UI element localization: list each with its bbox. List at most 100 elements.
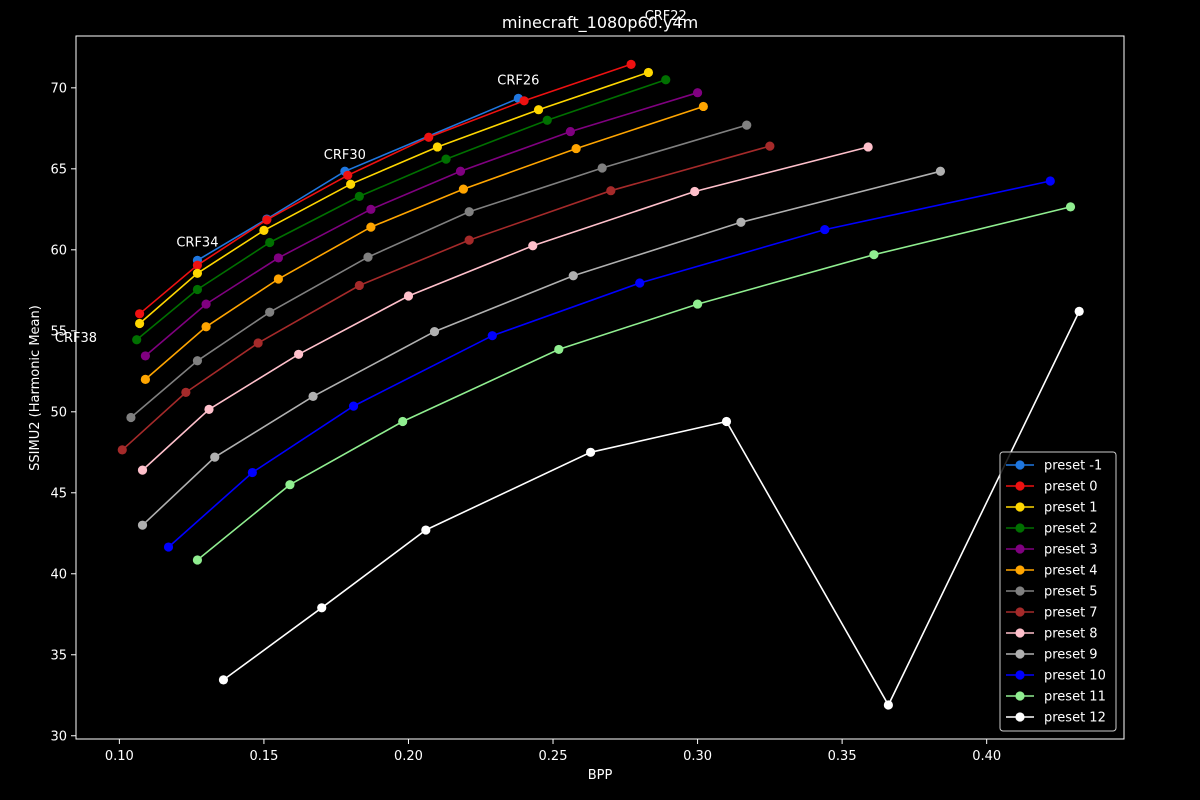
axes-layer: 0.10 0.15 0.20 0.25 0.30 0.35 0.40 30 35 40 45 50 55… (50, 81, 1001, 764)
data-point (343, 170, 353, 180)
data-point (210, 452, 220, 462)
data-point (192, 260, 203, 270)
data-point (765, 141, 775, 151)
y-tick-label: 55 (50, 324, 67, 339)
data-point (317, 603, 327, 613)
data-point (487, 331, 497, 341)
data-point (265, 307, 275, 317)
data-point (742, 120, 752, 130)
series-preset-9 (137, 166, 946, 530)
data-point (346, 179, 356, 189)
legend-marker (1015, 544, 1025, 554)
series-preset-0 (135, 59, 636, 319)
legend-entry: preset 5 (1006, 585, 1098, 600)
legend-entry: preset -1 (1006, 459, 1102, 474)
data-point (568, 271, 578, 281)
data-point (181, 387, 191, 397)
y-tick-label: 60 (50, 243, 67, 258)
legend-label: preset 0 (1044, 480, 1098, 495)
legend-label: preset 9 (1044, 648, 1098, 663)
y-tick-label: 30 (50, 729, 67, 744)
data-point (698, 101, 708, 112)
data-point (201, 322, 211, 332)
data-point (1065, 202, 1076, 212)
data-point (192, 356, 203, 366)
data-point (132, 335, 142, 345)
data-point (294, 349, 304, 359)
data-point (201, 299, 211, 309)
data-point (863, 142, 873, 152)
legend-label: preset 4 (1044, 564, 1098, 579)
x-tick-label: 0.20 (394, 749, 423, 764)
data-point (259, 225, 269, 235)
legend-entry: preset 8 (1006, 627, 1098, 642)
crf-annotation: CRF26 (497, 74, 539, 89)
data-point (366, 222, 376, 232)
data-point (273, 253, 283, 263)
legend-label: preset 3 (1044, 543, 1098, 558)
data-point (424, 132, 434, 142)
legend-label: preset 10 (1044, 669, 1106, 684)
data-point (935, 166, 946, 176)
series-preset-1 (135, 67, 654, 329)
data-point (285, 480, 295, 490)
data-point (308, 391, 318, 402)
data-point (1074, 306, 1084, 316)
y-tick-label: 50 (50, 405, 67, 420)
legend: preset -1 preset 0 preset 1 preset 2 preset … (999, 451, 1117, 732)
series-preset-3 (140, 88, 703, 361)
data-point (204, 404, 214, 414)
data-point (403, 291, 414, 301)
data-point (869, 250, 879, 260)
data-point (542, 115, 552, 125)
data-point (262, 215, 272, 225)
data-point (137, 520, 148, 530)
data-point (464, 235, 474, 245)
data-point (363, 252, 373, 262)
series-preset-2 (132, 75, 671, 345)
data-point (554, 344, 564, 355)
data-point (528, 241, 538, 251)
data-point (192, 284, 203, 295)
data-point (117, 445, 127, 455)
data-point (635, 278, 645, 288)
data-point (692, 299, 703, 309)
chart-title: minecraft_1080p60.y4m (502, 13, 698, 33)
x-tick-label: 0.35 (828, 749, 857, 764)
data-point (135, 309, 145, 319)
data-point (192, 268, 203, 278)
y-tick-label: 70 (50, 81, 67, 96)
legend-marker (1015, 649, 1025, 659)
x-axis-label: BPP (588, 768, 613, 783)
legend-entry: preset 4 (1006, 564, 1098, 579)
legend-label: preset 12 (1044, 711, 1106, 726)
legend-label: preset 5 (1044, 585, 1098, 600)
data-point (692, 88, 703, 98)
x-tick-label: 0.15 (249, 749, 278, 764)
series-preset-5 (126, 120, 752, 423)
data-point (736, 217, 746, 227)
data-point (366, 204, 376, 214)
x-tick-label: 0.10 (105, 749, 134, 764)
annotation-layer: CRF38 CRF34 CRF30 CRF26 CRF22 (55, 9, 687, 346)
legend-label: preset 2 (1044, 522, 1098, 537)
y-axis-label: SSIMU2 (Harmonic Mean) (28, 305, 43, 471)
data-point (883, 700, 893, 710)
data-point (643, 67, 654, 78)
series-preset-7 (117, 141, 775, 455)
x-tick-label: 0.25 (539, 749, 568, 764)
data-point (137, 465, 148, 475)
data-point (429, 327, 440, 337)
data-point (690, 186, 700, 197)
legend-marker (1015, 502, 1025, 512)
data-point (432, 142, 442, 152)
data-point (421, 525, 431, 535)
data-point (820, 224, 830, 235)
data-point (273, 274, 283, 284)
legend-marker (1015, 670, 1025, 680)
data-point (441, 154, 451, 164)
data-point (192, 555, 203, 565)
data-point (218, 675, 229, 685)
legend-entry: preset 1 (1006, 501, 1098, 516)
